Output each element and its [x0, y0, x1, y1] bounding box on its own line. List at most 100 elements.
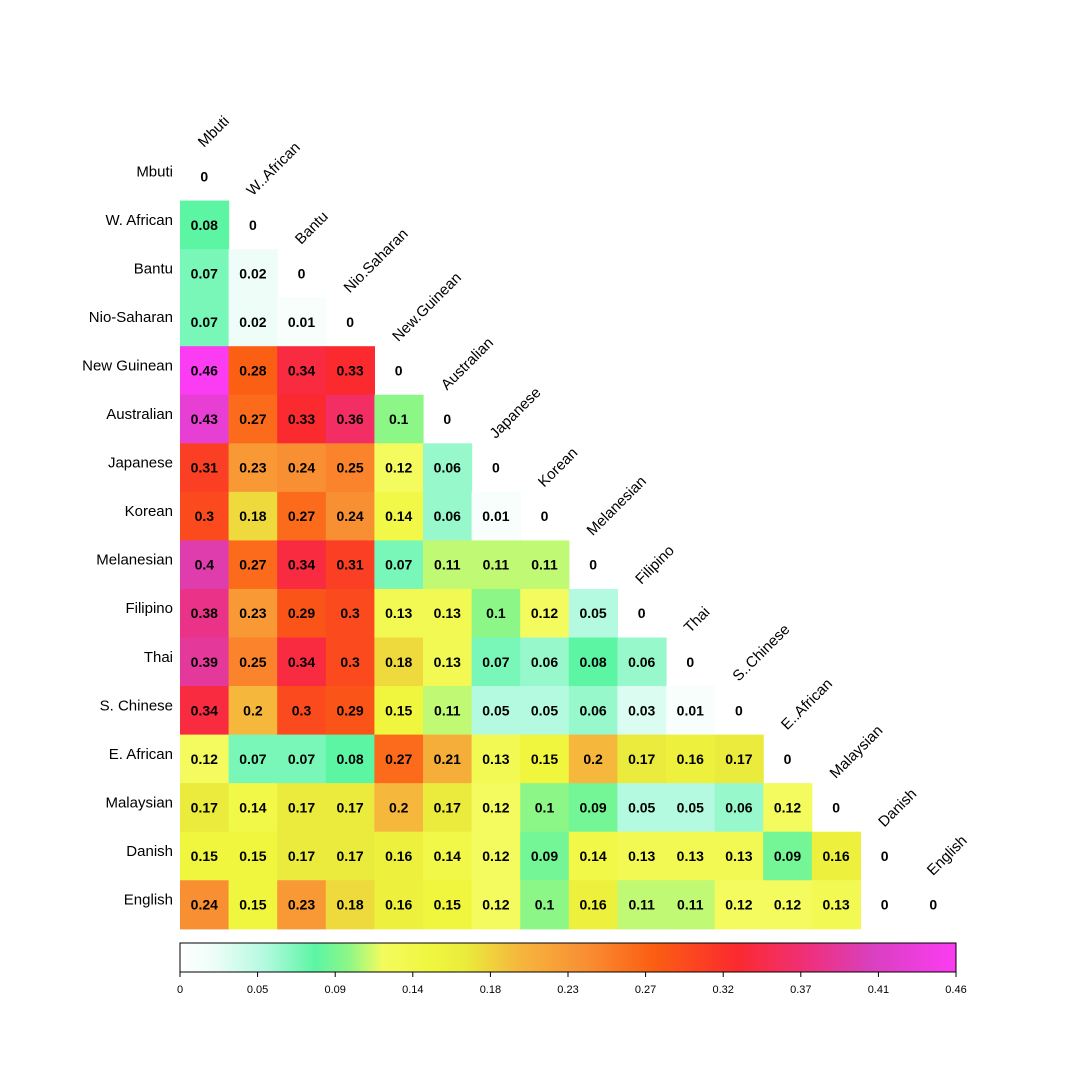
- cell-value-label: 0.43: [191, 411, 218, 427]
- cell-value-label: 0.27: [288, 508, 315, 524]
- cell-value-label: 0.3: [292, 702, 312, 718]
- heatmap-cell-s-chinese-melanesian: [568, 686, 618, 736]
- heatmap-cell-danish-mbuti: [180, 831, 230, 881]
- cell-value-label: 0.34: [191, 702, 218, 718]
- color-legend-ticks: 0 0.05 0.09 0.14 0.18 0.23 0.27 0.32 0.37 0.41 0.4…: [177, 972, 967, 996]
- heatmap-cell-filipino-mbuti: [180, 588, 230, 639]
- cell-value-label: 0.16: [385, 897, 412, 913]
- cell-value-label: 0.12: [531, 605, 558, 621]
- heatmap-cell-english-japanese: [471, 880, 521, 930]
- heatmap-cell-e-african-melanesian: [568, 734, 618, 784]
- row-label-w-african: W. African: [105, 212, 173, 229]
- heatmap-cell-e-african-thai: [666, 734, 716, 784]
- heatmap-cell-danish-korean: [520, 831, 570, 881]
- cell-value-label: 0.2: [389, 799, 409, 815]
- cell-value-label: 0.05: [531, 702, 558, 718]
- row-label-english: English: [124, 892, 173, 909]
- cell-value-label: 0.13: [822, 897, 849, 913]
- cell-value-label: 0.25: [239, 654, 266, 670]
- heatmap-cell-s-chinese-korean: [520, 686, 570, 736]
- cell-value-label: 0.15: [385, 702, 412, 718]
- heatmap-cell-filipino-japanese: [471, 588, 521, 639]
- row-label-melanesian: Melanesian: [96, 552, 173, 569]
- color-legend-tick-label: 0: [177, 984, 183, 996]
- heatmap-cell-bantu-w-african: [228, 249, 278, 299]
- heatmap-cell-danish-nio-saharan: [325, 831, 375, 881]
- cell-value-label: 0.34: [288, 362, 315, 378]
- heatmap-cell-korean-mbuti: [180, 491, 230, 541]
- heatmap-cell-korean-australian: [423, 491, 473, 541]
- heatmap-cell-danish-malaysian: [811, 831, 861, 881]
- heatmap-cell-malaysian-s-chinese: [714, 783, 764, 833]
- heatmap-cell-australian-w-african: [228, 394, 278, 444]
- cell-value-label: 0.12: [774, 897, 801, 913]
- cell-value-label: 0.36: [336, 411, 363, 427]
- cell-value-label: 0.09: [579, 799, 606, 815]
- heatmap-cell-thai-bantu: [277, 637, 327, 687]
- cell-value-label: 0.34: [288, 557, 315, 573]
- heatmap-cell-korean-japanese: [471, 491, 521, 541]
- heatmap-cell-english-australian: [423, 880, 473, 930]
- cell-value-label: 0.27: [385, 751, 412, 767]
- column-label-s-chinese: S..Chinese: [729, 621, 793, 685]
- heatmap-cell-english-e-african: [763, 880, 813, 930]
- cell-value-label: 0.1: [535, 897, 555, 913]
- heatmap-cell-japanese-bantu: [277, 443, 327, 493]
- cell-value-label: 0.31: [191, 460, 218, 476]
- heatmap-cell-nio-saharan-bantu: [277, 297, 327, 347]
- cell-value-label: 0: [395, 362, 403, 378]
- heatmap-cell-english-thai: [666, 880, 716, 930]
- heatmap-cell-filipino-australian: [423, 588, 473, 639]
- cell-value-label: 0.14: [434, 848, 461, 864]
- heatmap-cell-korean-bantu: [277, 491, 327, 541]
- cell-value-label: 0: [881, 848, 889, 864]
- cell-value-label: 0: [298, 265, 306, 281]
- heatmap-cell-malaysian-bantu: [277, 783, 327, 833]
- cell-value-label: 0: [443, 411, 451, 427]
- cell-value-label: 0: [784, 751, 792, 767]
- cell-value-label: 0.17: [628, 751, 655, 767]
- row-label-japanese: Japanese: [108, 455, 173, 472]
- color-legend-tick-label: 0.27: [635, 984, 656, 996]
- cell-value-label: 0.08: [336, 751, 363, 767]
- heatmap-cell-malaysian-w-african: [228, 783, 278, 833]
- heatmap-cell-english-korean: [520, 880, 570, 930]
- cell-value-label: 0.23: [288, 897, 315, 913]
- row-label-nio-saharan: Nio-Saharan: [89, 309, 173, 326]
- color-legend-tick-label: 0.05: [247, 984, 268, 996]
- color-legend-tick-label: 0.37: [790, 984, 811, 996]
- row-label-filipino: Filipino: [125, 600, 173, 617]
- color-legend-tick-label: 0.18: [480, 984, 501, 996]
- cell-value-label: 0.15: [239, 848, 266, 864]
- color-legend: 0 0.05 0.09 0.14 0.18 0.23 0.27 0.32 0.37 0.41 0.4…: [177, 942, 967, 996]
- column-label-nio-saharan: Nio.Saharan: [341, 225, 412, 296]
- heatmap-cell-english-s-chinese: [714, 880, 764, 930]
- cell-value-label: 0.02: [239, 314, 266, 330]
- heatmap-cell-english-malaysian: [811, 880, 861, 930]
- cell-value-label: 0.01: [482, 508, 509, 524]
- cell-value-label: 0.15: [191, 848, 218, 864]
- heatmap-cell-thai-melanesian: [568, 637, 618, 687]
- row-label-s-chinese: S. Chinese: [100, 697, 173, 714]
- column-label-korean: Korean: [535, 444, 581, 490]
- cell-value-label: 0.33: [288, 411, 315, 427]
- row-label-new-guinean: New Guinean: [82, 357, 173, 374]
- heatmap-cell-english-new-guinean: [374, 880, 424, 930]
- cell-value-label: 0.14: [579, 848, 606, 864]
- cell-value-label: 0.16: [579, 897, 606, 913]
- heatmap-cell-thai-japanese: [471, 637, 521, 687]
- heatmap-cell-filipino-new-guinean: [374, 588, 424, 639]
- cell-value-label: 0: [249, 217, 257, 233]
- row-label-korean: Korean: [125, 503, 173, 520]
- cell-value-label: 0.17: [336, 799, 363, 815]
- cell-value-label: 0.15: [239, 897, 266, 913]
- cell-value-label: 0.07: [239, 751, 266, 767]
- row-label-danish: Danish: [126, 843, 173, 860]
- heatmap-cell-melanesian-mbuti: [180, 540, 230, 590]
- cell-value-label: 0: [541, 508, 549, 524]
- heatmap-cell-danish-bantu: [277, 831, 327, 881]
- row-label-australian: Australian: [106, 406, 173, 423]
- cell-value-label: 0.29: [336, 702, 363, 718]
- heatmap-cell-malaysian-korean: [520, 783, 570, 833]
